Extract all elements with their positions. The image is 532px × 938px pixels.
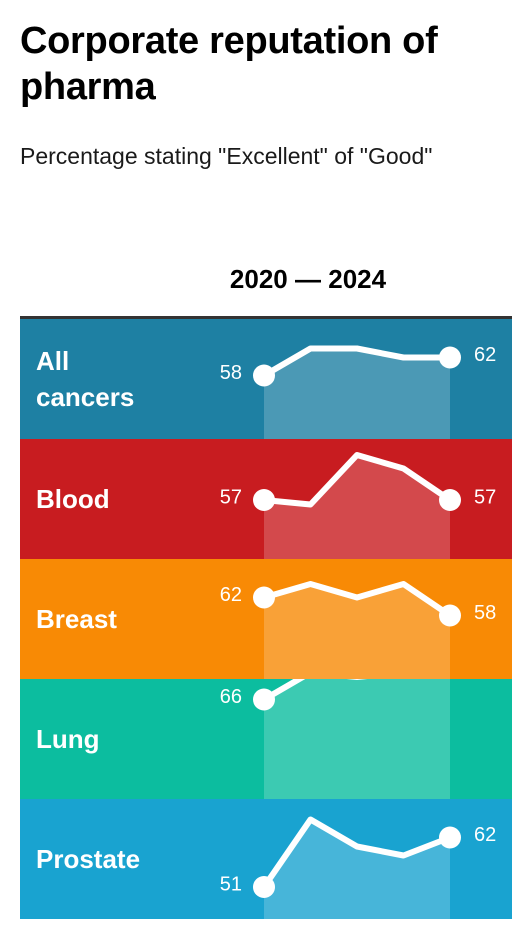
end-point-prostate [439,826,461,849]
row-label-all-cancers: All cancers [36,346,135,412]
start-label-all-cancers: 58 [220,362,242,384]
row-label-blood: Blood [36,484,110,514]
period-end: 2024 [328,264,387,294]
end-label-all-cancers: 62 [474,344,496,366]
end-label-prostate: 62 [474,824,496,846]
start-point-all-cancers [253,364,275,387]
area-breast [264,584,450,679]
end-point-breast [439,604,461,627]
chart-title: Corporate reputation of pharma [20,20,438,108]
area-lung [264,679,450,799]
row-all-cancers: All cancers 58 62 [20,319,512,439]
sparkline-prostate: 51 62 [220,816,496,919]
start-label-prostate: 51 [220,873,242,895]
start-point-lung [253,688,275,711]
period-sep: — [295,264,321,294]
chart-subtitle: Percentage stating "Excellent" of "Good" [20,143,433,169]
line-all-cancers [261,345,453,379]
row-prostate: Prostate 51 62 [20,799,512,919]
line-prostate [261,816,453,890]
sparkline-blood: 57 57 [220,452,496,559]
header-rule [20,316,512,319]
start-label-breast: 62 [220,584,242,606]
row-lung: Lung 6676 [20,679,512,799]
row-blood: Blood 57 57 [20,439,512,559]
chart-rows: All cancers 58 62 Blood 57 57 Breast 62 58 Lung 66… [20,319,512,919]
end-point-all-cancers [439,346,461,369]
area-all-cancers [264,348,450,439]
row-label-prostate: Prostate [36,844,141,874]
period-header: 2020 — 2024 [0,264,532,295]
row-label-lung: Lung [36,724,100,754]
sparkline-all-cancers: 58 62 [220,344,496,439]
start-point-breast [253,586,275,609]
end-label-breast: 58 [474,602,496,624]
start-label-blood: 57 [220,486,242,508]
sparkline-breast: 62 58 [220,581,496,679]
start-point-prostate [253,876,275,898]
end-point-blood [439,489,461,511]
period-start: 2020 [229,264,288,294]
row-breast: Breast 62 58 [20,559,512,679]
start-label-lung: 66 [220,686,242,708]
area-blood [264,455,450,559]
start-point-blood [253,489,275,511]
line-blood [261,452,453,508]
line-breast [261,581,453,619]
area-prostate [264,819,450,919]
row-label-breast: Breast [36,604,117,634]
sparkline-lung: 6676 [220,679,450,799]
line-lung [261,679,368,703]
end-label-blood: 57 [474,486,496,508]
